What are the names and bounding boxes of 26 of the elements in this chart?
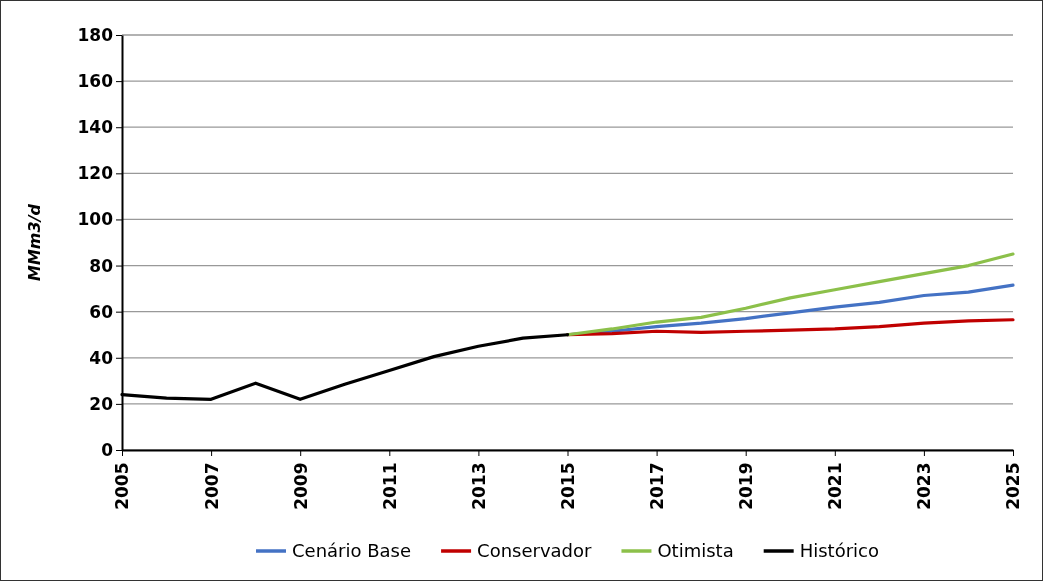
y-tick-label: 60 bbox=[89, 301, 114, 322]
x-tick-label: 2007 bbox=[201, 462, 222, 510]
y-axis-title: MMm3/d bbox=[25, 203, 44, 281]
legend-label: Otimista bbox=[657, 540, 734, 561]
x-tick-label: 2009 bbox=[290, 462, 311, 510]
y-tick-label: 0 bbox=[101, 439, 114, 460]
y-tick-label: 120 bbox=[77, 163, 114, 184]
legend-label: Histórico bbox=[799, 540, 879, 561]
x-tick-label: 2019 bbox=[736, 462, 757, 510]
y-tick-label: 100 bbox=[77, 209, 114, 230]
legend-label: Conservador bbox=[477, 540, 593, 561]
y-tick-label: 40 bbox=[89, 347, 114, 368]
x-tick-label: 2005 bbox=[112, 462, 133, 510]
y-tick-label: 180 bbox=[77, 24, 114, 45]
y-tick-label: 20 bbox=[89, 393, 114, 414]
x-tick-label: 2015 bbox=[557, 462, 578, 510]
y-tick-label: 80 bbox=[89, 255, 114, 276]
x-tick-label: 2017 bbox=[647, 462, 668, 510]
x-tick-label: 2011 bbox=[379, 462, 400, 510]
y-tick-label: 140 bbox=[77, 117, 114, 138]
x-tick-label: 2013 bbox=[468, 462, 489, 510]
x-tick-label: 2023 bbox=[914, 462, 935, 510]
y-tick-label: 160 bbox=[77, 71, 114, 92]
x-tick-label: 2021 bbox=[825, 462, 846, 510]
legend-label: Cenário Base bbox=[292, 540, 412, 561]
x-tick-label: 2025 bbox=[1003, 462, 1024, 510]
